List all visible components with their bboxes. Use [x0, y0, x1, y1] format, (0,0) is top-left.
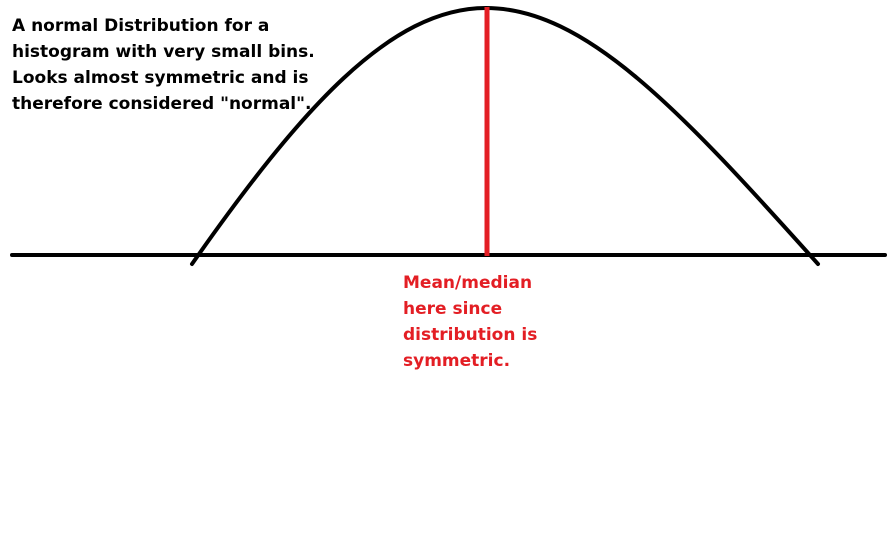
title-annotation-line: histogram with very small bins.: [12, 42, 315, 62]
mean-annotation-line: distribution is: [403, 325, 538, 345]
mean-annotation-line: here since: [403, 299, 503, 319]
mean-median-annotation: Mean/median here since distribution is s…: [403, 270, 537, 374]
title-annotation-line: therefore considered "normal".: [12, 94, 312, 114]
title-annotation: A normal Distribution for a histogram wi…: [12, 13, 315, 117]
mean-annotation-line: Mean/median: [403, 273, 533, 293]
title-annotation-line: Looks almost symmetric and is: [12, 68, 309, 88]
title-annotation-line: A normal Distribution for a: [12, 16, 270, 36]
mean-annotation-line: symmetric.: [403, 351, 511, 371]
